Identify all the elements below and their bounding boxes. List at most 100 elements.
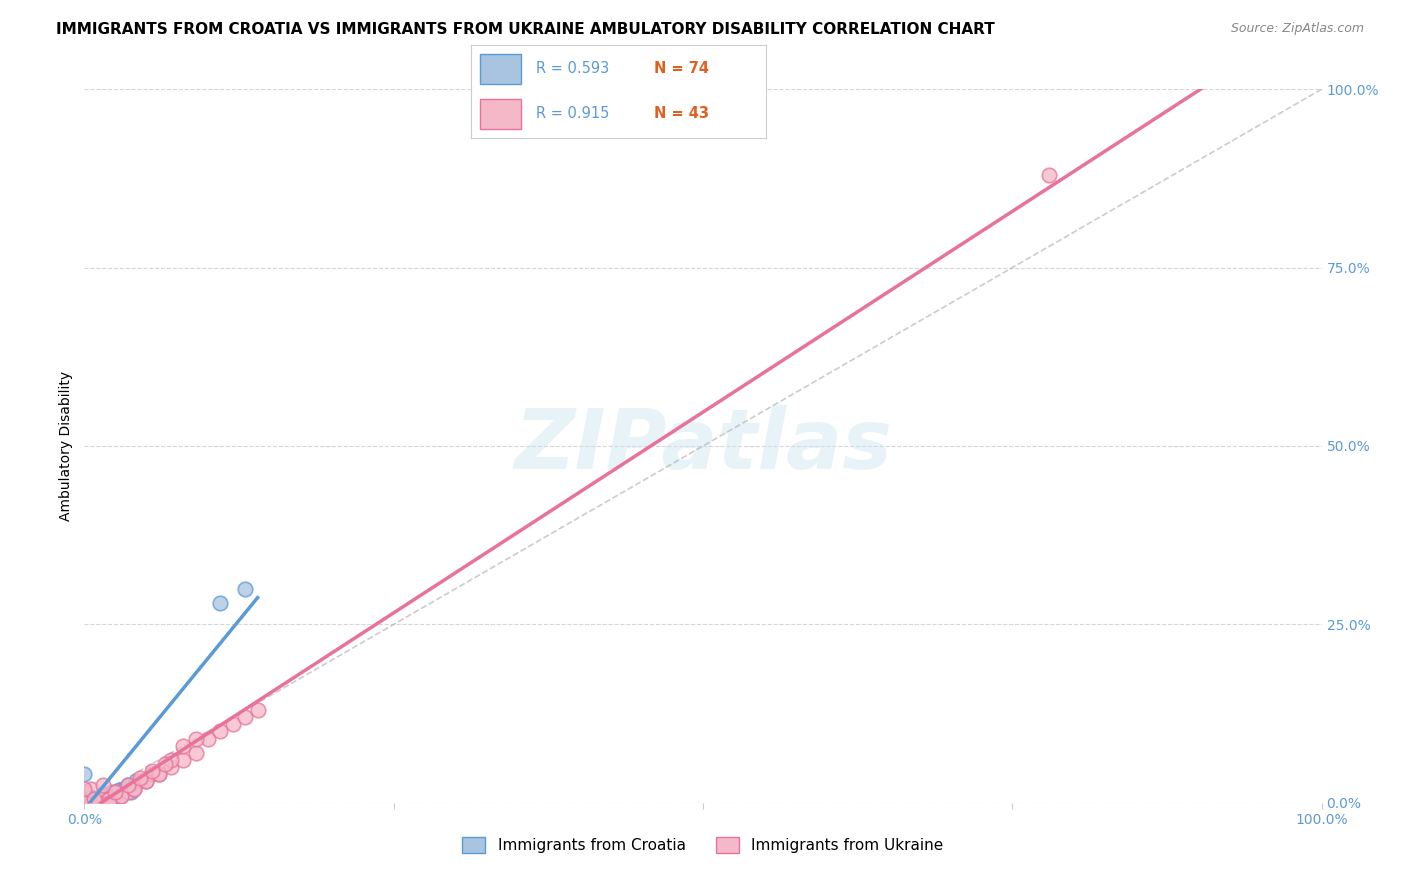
Point <box>73 796 96 810</box>
Point <box>1038 168 1060 182</box>
Point <box>135 774 157 789</box>
Point <box>79 792 101 806</box>
Point <box>89 792 111 806</box>
Point <box>233 710 256 724</box>
Point <box>141 767 163 781</box>
Point <box>83 794 105 808</box>
Point <box>80 790 103 805</box>
Text: N = 43: N = 43 <box>654 106 709 121</box>
Point <box>77 794 100 808</box>
Text: Source: ZipAtlas.com: Source: ZipAtlas.com <box>1230 22 1364 36</box>
Point <box>96 790 118 805</box>
Text: R = 0.915: R = 0.915 <box>536 106 609 121</box>
Point <box>91 787 114 801</box>
Point <box>160 760 183 774</box>
Point <box>75 796 97 810</box>
Point <box>222 717 245 731</box>
Point <box>73 767 96 781</box>
Point <box>129 771 152 785</box>
Point <box>82 793 104 807</box>
Point <box>117 778 139 792</box>
Point <box>77 794 100 808</box>
Point <box>73 796 96 810</box>
Point <box>76 795 98 809</box>
Text: IMMIGRANTS FROM CROATIA VS IMMIGRANTS FROM UKRAINE AMBULATORY DISABILITY CORRELA: IMMIGRANTS FROM CROATIA VS IMMIGRANTS FR… <box>56 22 995 37</box>
Point <box>100 785 122 799</box>
Point <box>79 794 101 808</box>
Point <box>125 774 148 789</box>
Point <box>80 794 103 808</box>
Point <box>73 785 96 799</box>
Point <box>79 791 101 805</box>
Point <box>79 794 101 808</box>
Point <box>73 796 96 810</box>
Point <box>141 764 163 778</box>
Point <box>77 790 100 805</box>
Point <box>73 781 96 796</box>
Point <box>172 753 194 767</box>
Point <box>73 796 96 810</box>
Point <box>98 792 121 806</box>
Point <box>75 796 97 810</box>
Y-axis label: Ambulatory Disability: Ambulatory Disability <box>59 371 73 521</box>
Point <box>79 796 101 810</box>
Point <box>89 790 111 805</box>
Point <box>73 792 96 806</box>
Point <box>117 778 139 792</box>
Point <box>82 793 104 807</box>
Point <box>76 794 98 808</box>
Point <box>75 794 97 808</box>
Point <box>86 796 108 810</box>
Point <box>79 781 101 796</box>
Point <box>153 756 176 771</box>
Point <box>73 794 96 808</box>
Point <box>73 796 96 810</box>
Point <box>80 790 103 805</box>
Point <box>84 792 107 806</box>
Point <box>172 739 194 753</box>
Point <box>108 783 131 797</box>
Point <box>129 774 152 789</box>
Point <box>79 791 101 805</box>
Point <box>233 582 256 596</box>
Point <box>98 796 121 810</box>
Point <box>83 792 105 806</box>
Point <box>91 787 114 801</box>
Point <box>79 792 101 806</box>
Point <box>148 767 170 781</box>
Bar <box>479 54 522 84</box>
Point <box>76 794 98 808</box>
Point <box>122 781 145 796</box>
Text: N = 74: N = 74 <box>654 62 709 77</box>
Point <box>73 795 96 809</box>
Point <box>77 793 100 807</box>
Bar <box>479 99 522 129</box>
Point <box>104 785 127 799</box>
Point <box>79 794 101 808</box>
Point <box>83 792 105 806</box>
Point <box>135 774 157 789</box>
Point <box>98 792 121 806</box>
Point <box>184 731 207 746</box>
Point <box>77 794 100 808</box>
Point <box>91 789 114 803</box>
Point <box>104 785 127 799</box>
Point <box>79 794 101 808</box>
Point <box>83 794 105 808</box>
Point <box>80 790 103 805</box>
Point <box>184 746 207 760</box>
Point <box>75 794 97 808</box>
Point <box>89 792 111 806</box>
Point <box>91 789 114 803</box>
Point <box>83 792 105 806</box>
Point <box>197 731 219 746</box>
Text: R = 0.593: R = 0.593 <box>536 62 609 77</box>
Point <box>148 767 170 781</box>
Point <box>79 794 101 808</box>
Point <box>76 794 98 808</box>
Point <box>79 794 101 808</box>
Point <box>122 781 145 796</box>
Point <box>75 794 97 808</box>
Point <box>86 792 108 806</box>
Point <box>86 796 108 810</box>
